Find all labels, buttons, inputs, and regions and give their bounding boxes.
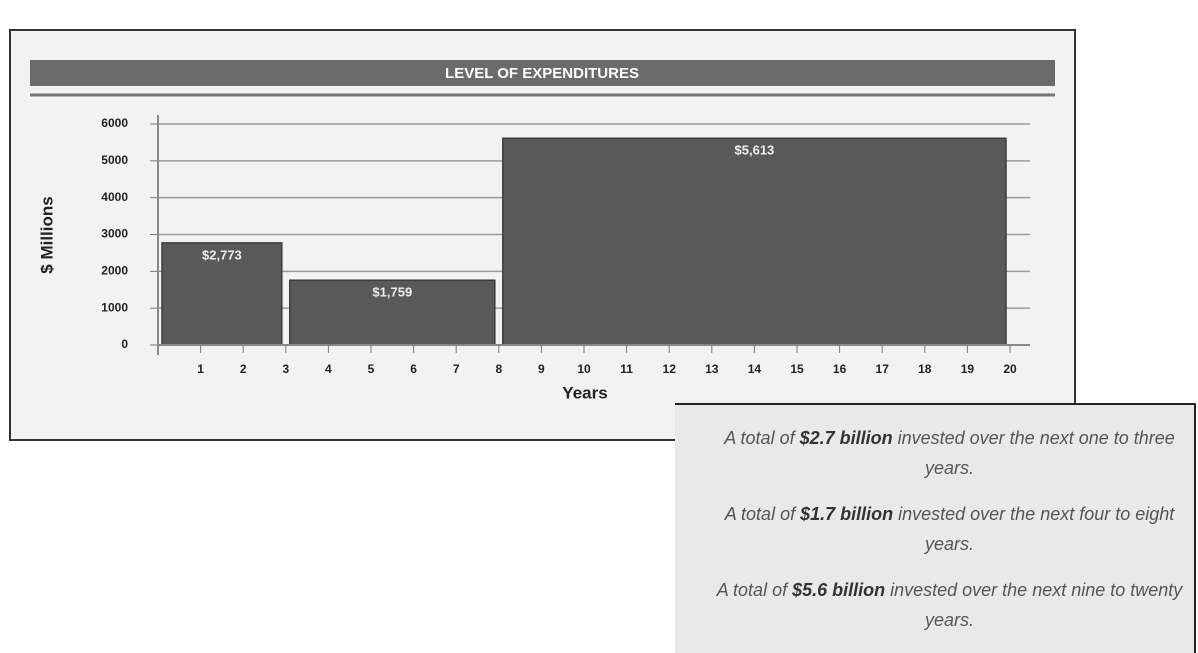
- x-tick-label: 5: [368, 362, 375, 376]
- x-tick-label: 4: [325, 362, 332, 376]
- x-tick-label: 19: [961, 362, 975, 376]
- bar: [161, 242, 283, 346]
- value-label: $2,773: [202, 247, 242, 262]
- callout-before: A total of: [724, 504, 801, 524]
- x-tick-label: 7: [453, 362, 460, 376]
- callout-after: invested over the next nine to twenty ye…: [885, 580, 1183, 630]
- x-axis-label: Years: [562, 383, 607, 402]
- value-label: $5,613: [735, 143, 775, 158]
- bar: [289, 279, 496, 346]
- y-axis-label: $ Millions: [37, 196, 56, 273]
- callout-line: A total of $2.7 billion invested over th…: [715, 423, 1184, 483]
- y-tick-label: 2000: [101, 264, 128, 278]
- callout-bold: $5.6 billion: [792, 580, 886, 600]
- callout-bold: $1.7 billion: [800, 504, 894, 524]
- x-tick-label: 10: [577, 362, 591, 376]
- callout-after: invested over the next one to three year…: [892, 428, 1175, 478]
- x-tick-label: 11: [620, 362, 633, 376]
- callout-line: A total of $1.7 billion invested over th…: [715, 499, 1184, 559]
- x-tick-label: 14: [748, 362, 762, 376]
- x-tick-label: 20: [1003, 362, 1017, 376]
- y-tick-label: 6000: [101, 116, 128, 130]
- value-label: $1,759: [372, 285, 412, 300]
- y-tick-label: 1000: [101, 300, 128, 314]
- callout: A total of $2.7 billion invested over th…: [675, 403, 1196, 653]
- x-tick-label: 6: [410, 362, 417, 376]
- x-tick-label: 18: [918, 362, 932, 376]
- y-tick-label: 5000: [101, 153, 128, 167]
- x-tick-label: 17: [876, 362, 890, 376]
- x-tick-label: 16: [833, 362, 847, 376]
- x-tick-label: 2: [240, 362, 247, 376]
- x-tick-label: 12: [663, 362, 677, 376]
- x-tick-label: 15: [790, 362, 804, 376]
- y-tick-label: 3000: [101, 227, 128, 241]
- title-bar: [30, 60, 1055, 86]
- callout-after: invested over the next four to eight yea…: [893, 504, 1175, 554]
- x-tick-label: 3: [282, 362, 289, 376]
- callout-before: A total of: [724, 428, 800, 448]
- callout-bold: $2.7 billion: [799, 428, 893, 448]
- x-tick-label: 9: [538, 362, 545, 376]
- x-tick-label: 1: [197, 362, 204, 376]
- y-tick-label: 0: [121, 337, 128, 351]
- chart-title: LEVEL OF EXPENDITURES: [445, 65, 639, 82]
- bar: [502, 137, 1007, 346]
- callout-line: A total of $5.6 billion invested over th…: [715, 575, 1184, 635]
- x-tick-label: 8: [495, 362, 502, 376]
- y-tick-label: 4000: [101, 190, 128, 204]
- x-tick-label: 13: [705, 362, 719, 376]
- callout-before: A total of: [716, 580, 793, 600]
